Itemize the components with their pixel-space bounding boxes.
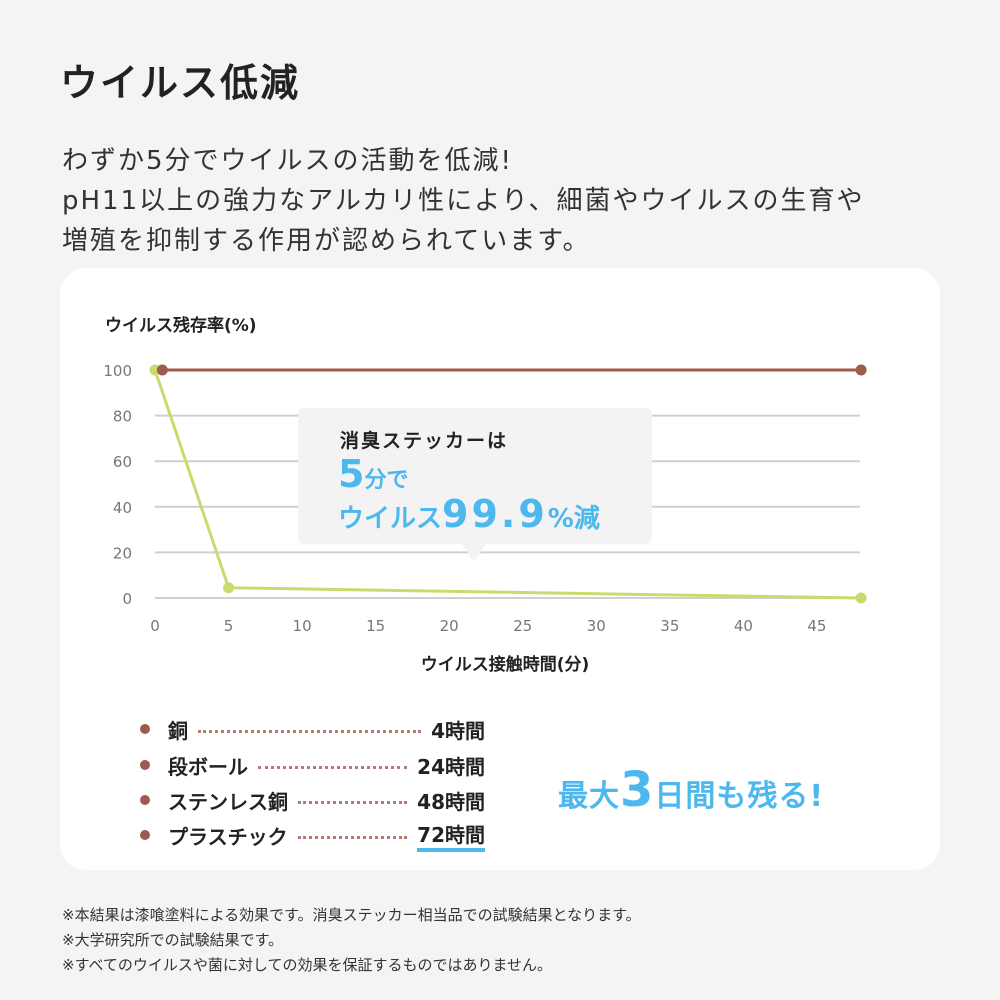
dot-leader [298,800,408,804]
legend-item: 段ボール 24時間 [140,750,485,780]
legend-value: 72時間 [417,819,485,852]
footnote: ※大学研究所での試験結果です。 [62,931,284,949]
x-tick-label: 25 [513,617,532,635]
y-axis-label: ウイルス残存率(%) [105,315,257,336]
bullet-icon [140,830,150,840]
y-tick-label: 80 [113,408,132,426]
x-tick-label: 0 [150,617,160,635]
y-tick-label: 0 [122,590,132,608]
x-tick-label: 45 [807,617,826,635]
bullet-icon [140,760,150,770]
x-tick-label: 30 [587,617,606,635]
x-tick-label: 20 [440,617,459,635]
chart-card [60,268,940,870]
y-tick-label: 40 [113,499,132,517]
legend-label: 段ボール [168,754,248,779]
y-tick-label: 100 [103,362,132,380]
x-tick-label: 35 [660,617,679,635]
legend-item: プラスチック 72時間 [140,819,485,852]
x-axis-label: ウイルス接触時間(分) [421,654,590,675]
intro-line: 増殖を抑制する作用が認められています。 [62,226,591,256]
legend-value: 24時間 [417,754,485,779]
footnote: ※本結果は漆喰塗料による効果です。消臭ステッカー相当品での試験結果となります。 [62,906,641,924]
y-tick-label: 20 [113,544,132,562]
callout-num1: 5 [338,452,365,496]
data-point [855,592,867,604]
legend-label: ステンレス銅 [168,789,288,814]
legend-value: 48時間 [417,789,485,814]
legend-label: 銅 [168,718,188,743]
legend-label: プラスチック [168,824,288,849]
data-point [855,364,867,376]
max-post: 日間も残る! [654,779,825,814]
data-point [156,364,168,376]
callout-line1: 消臭ステッカーは [340,430,509,452]
x-tick-label: 5 [224,617,234,635]
footnote: ※すべてのウイルスや菌に対しての効果を保証するものではありません。 [62,956,553,974]
dot-leader [258,765,408,769]
intro-line: pH11以上の強力なアルカリ性により、細菌やウイルスの生育や [62,186,865,216]
callout-bubble: 消臭ステッカーは 5分で ウイルス99.9%減 [298,408,652,562]
bullet-icon [140,724,150,734]
legend-item: ステンレス銅 48時間 [140,785,485,815]
callout-unit1: 分で [364,468,409,493]
max-days-note: 最大3日間も残る! [558,762,824,818]
callout-num2: 99.9 [442,492,548,536]
max-num: 3 [620,762,655,818]
legend-value: 4時間 [431,718,485,743]
y-tick-label: 60 [113,453,132,471]
callout-suf2: %減 [547,504,600,534]
x-tick-label: 40 [734,617,753,635]
dot-leader [297,835,408,839]
x-tick-label: 10 [293,617,312,635]
max-pre: 最大 [558,779,620,814]
data-point [223,582,235,594]
dot-leader [198,729,422,733]
intro-line: わずか5分でウイルスの活動を低減! [62,146,513,176]
legend-item: 銅 4時間 [140,714,485,744]
x-tick-label: 15 [366,617,385,635]
page-title: ウイルス低減 [60,61,301,105]
bullet-icon [140,795,150,805]
callout-pre2: ウイルス [338,504,443,534]
